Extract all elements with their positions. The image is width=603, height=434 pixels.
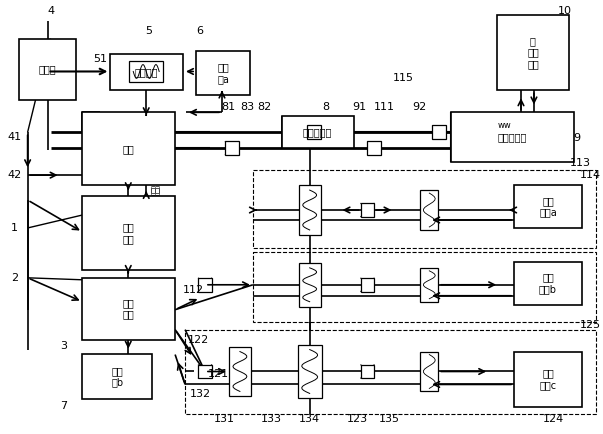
Text: 41: 41 <box>8 132 22 142</box>
Bar <box>420 190 438 230</box>
Text: 原
供暖
小区: 原 供暖 小区 <box>527 36 539 69</box>
Bar <box>225 141 239 155</box>
Text: 81: 81 <box>221 102 235 112</box>
Text: 1: 1 <box>11 223 18 233</box>
Text: 114: 114 <box>580 170 601 180</box>
Text: 42: 42 <box>7 170 22 180</box>
Text: 123: 123 <box>347 414 368 424</box>
Bar <box>497 15 569 90</box>
Text: 125: 125 <box>580 320 601 330</box>
Text: 蒸汽: 蒸汽 <box>150 186 160 194</box>
Text: 135: 135 <box>379 414 400 424</box>
Bar <box>185 330 596 414</box>
Bar <box>83 354 152 399</box>
Bar <box>196 50 250 95</box>
Text: 4: 4 <box>47 6 54 16</box>
Bar <box>198 278 212 292</box>
Text: 热电
设备: 热电 设备 <box>123 222 134 244</box>
Bar <box>198 365 212 378</box>
Text: 82: 82 <box>257 102 272 112</box>
Bar <box>83 278 175 339</box>
Text: 115: 115 <box>393 73 414 83</box>
Bar <box>514 185 582 228</box>
Bar <box>361 278 374 292</box>
Text: 124: 124 <box>543 414 564 424</box>
Text: 7: 7 <box>60 401 67 411</box>
Bar <box>229 347 251 396</box>
Bar <box>129 60 163 82</box>
Bar <box>451 112 574 162</box>
Text: 新增
小区a: 新增 小区a <box>539 196 557 217</box>
Bar <box>83 196 175 270</box>
Bar <box>298 345 321 398</box>
Text: 8: 8 <box>322 102 329 112</box>
Text: 133: 133 <box>261 414 282 424</box>
Text: 111: 111 <box>374 102 395 112</box>
Text: 一级换热站: 一级换热站 <box>303 127 332 137</box>
Text: 113: 113 <box>570 158 592 168</box>
Text: 2: 2 <box>11 273 18 283</box>
Text: 112: 112 <box>183 285 204 295</box>
Bar <box>514 262 582 305</box>
Text: 补水
箱a: 补水 箱a <box>217 62 229 84</box>
Text: 冷却塔: 冷却塔 <box>39 65 56 75</box>
Text: 131: 131 <box>213 414 235 424</box>
Text: 新增
小区c: 新增 小区c <box>539 368 557 390</box>
Text: 92: 92 <box>412 102 426 112</box>
Bar <box>514 352 582 408</box>
Bar <box>420 352 438 391</box>
Text: 3: 3 <box>60 341 67 351</box>
Bar <box>19 39 77 100</box>
Text: 低温热泵: 低温热泵 <box>135 67 159 77</box>
Text: 吸收
机组: 吸收 机组 <box>123 298 134 319</box>
Text: 134: 134 <box>299 414 320 424</box>
Text: 132: 132 <box>189 389 210 399</box>
Text: 补水
箱b: 补水 箱b <box>111 366 124 387</box>
Text: 91: 91 <box>353 102 367 112</box>
Text: 10: 10 <box>558 6 572 16</box>
Bar <box>367 141 382 155</box>
Text: 5: 5 <box>145 26 152 36</box>
Text: 122: 122 <box>188 335 209 345</box>
Text: 锅炉: 锅炉 <box>123 144 134 154</box>
Bar <box>253 252 596 322</box>
Text: 121: 121 <box>207 369 229 379</box>
Text: 6: 6 <box>197 26 204 36</box>
Text: 新增
小区b: 新增 小区b <box>539 273 557 294</box>
Bar <box>253 170 596 248</box>
Text: ww: ww <box>497 121 511 130</box>
Bar <box>361 203 374 217</box>
Text: 9: 9 <box>573 133 580 143</box>
Bar <box>420 268 438 302</box>
Bar <box>83 112 175 185</box>
Text: 51: 51 <box>93 53 107 63</box>
Bar <box>307 125 321 139</box>
Bar <box>282 116 353 148</box>
Bar <box>298 263 321 307</box>
Text: 二级换热站: 二级换热站 <box>498 132 527 142</box>
Bar <box>361 365 374 378</box>
Bar <box>298 185 321 235</box>
Text: 83: 83 <box>240 102 254 112</box>
Bar <box>110 53 183 90</box>
Text: 蒸汽: 蒸汽 <box>150 187 160 197</box>
Bar <box>432 125 446 139</box>
